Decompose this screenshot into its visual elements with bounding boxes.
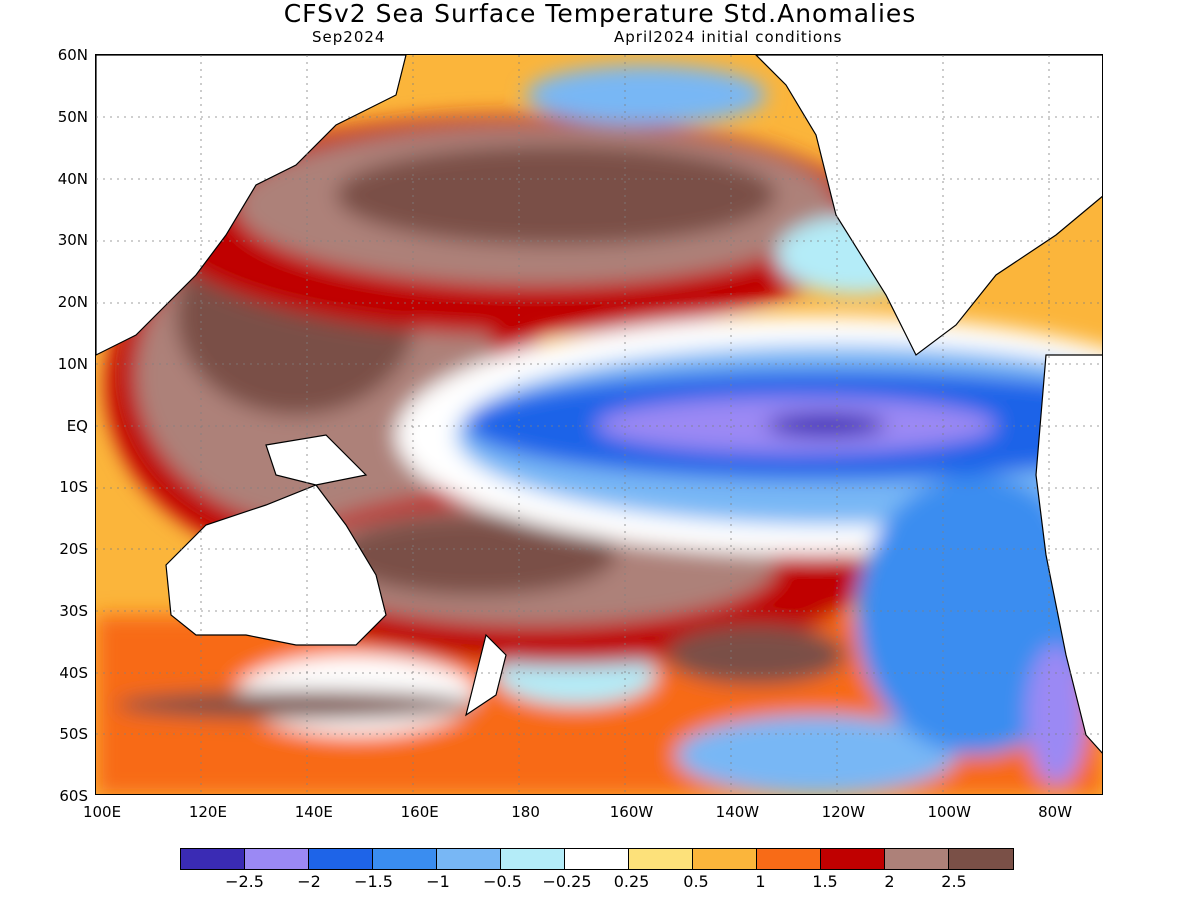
- colorbar-segment: [629, 849, 693, 869]
- lon-label: 160W: [609, 803, 654, 821]
- colorbar-tick-label: −1: [426, 872, 450, 891]
- lon-label: 140W: [715, 803, 760, 821]
- lat-label: 60S: [59, 787, 88, 805]
- lat-label: 10N: [57, 354, 88, 373]
- south-america-land: [1035, 354, 1102, 754]
- colorbar-tick-label: 2.5: [941, 872, 967, 891]
- colorbar-tick-label: −2: [297, 872, 321, 891]
- north-america-land: [755, 55, 1102, 356]
- lon-label: 180: [511, 803, 540, 821]
- initial-conditions: April2024 initial conditions: [614, 28, 843, 46]
- lat-label: 40S: [59, 663, 88, 682]
- colorbar-segment: [885, 849, 949, 869]
- new-guinea-land: [265, 434, 368, 486]
- colorbar-segment: [373, 849, 437, 869]
- lat-label: 10S: [59, 478, 88, 497]
- lat-label: 50N: [57, 107, 88, 126]
- colorbar-segment: [245, 849, 309, 869]
- lat-label: 20S: [59, 540, 88, 558]
- colorbar-tick-label: −2.5: [225, 872, 264, 891]
- sst-anomaly-map: [95, 54, 1103, 795]
- lat-label: 50S: [59, 725, 88, 744]
- colorbar-segment: [437, 849, 501, 869]
- new-zealand-land: [465, 633, 507, 717]
- lon-label: 120W: [821, 803, 866, 821]
- anomaly-field: [96, 65, 1102, 794]
- colorbar-tick-label: 0.5: [683, 872, 709, 891]
- colorbar-tick-label: 0.25: [613, 872, 650, 891]
- colorbar-segment: [565, 849, 629, 869]
- colorbar-segment: [181, 849, 245, 869]
- colorbar-tick-label: 1: [755, 872, 766, 891]
- lon-label: 100W: [927, 803, 971, 821]
- lon-label: 120E: [188, 803, 227, 821]
- lon-label: 80W: [1038, 803, 1073, 821]
- colorbar-segment: [949, 849, 1013, 869]
- colorbar: [180, 848, 1014, 870]
- colorbar-segment: [757, 849, 821, 869]
- asia-land: [96, 55, 407, 356]
- colorbar-segment: [821, 849, 885, 869]
- colorbar-tick-label: −0.5: [483, 872, 522, 891]
- grid-lines: [96, 55, 1102, 794]
- lat-label: 30S: [59, 601, 88, 620]
- lon-label: 100E: [82, 803, 122, 821]
- lat-label: 60N: [57, 46, 88, 64]
- lat-label: 40N: [57, 169, 88, 188]
- map-canvas: [96, 55, 1102, 794]
- lat-label: 30N: [57, 231, 88, 250]
- colorbar-tick-label: 2: [884, 872, 895, 891]
- map-title: CFSv2 Sea Surface Temperature Std.Anomal…: [283, 0, 917, 28]
- colorbar-segment: [501, 849, 565, 869]
- colorbar-segment: [693, 849, 757, 869]
- lon-label: 140E: [294, 803, 333, 821]
- forecast-month: Sep2024: [312, 28, 386, 46]
- land-masses: [96, 55, 1102, 754]
- colorbar-tick-label: −1.5: [354, 872, 393, 891]
- lat-label: 20N: [57, 293, 88, 311]
- lat-label: EQ: [66, 416, 88, 435]
- colorbar-tick-label: 1.5: [812, 872, 838, 891]
- lon-label: 160E: [400, 803, 439, 821]
- colorbar-segment: [309, 849, 373, 869]
- colorbar-tick-label: −0.25: [542, 872, 592, 891]
- australia-land: [165, 484, 387, 646]
